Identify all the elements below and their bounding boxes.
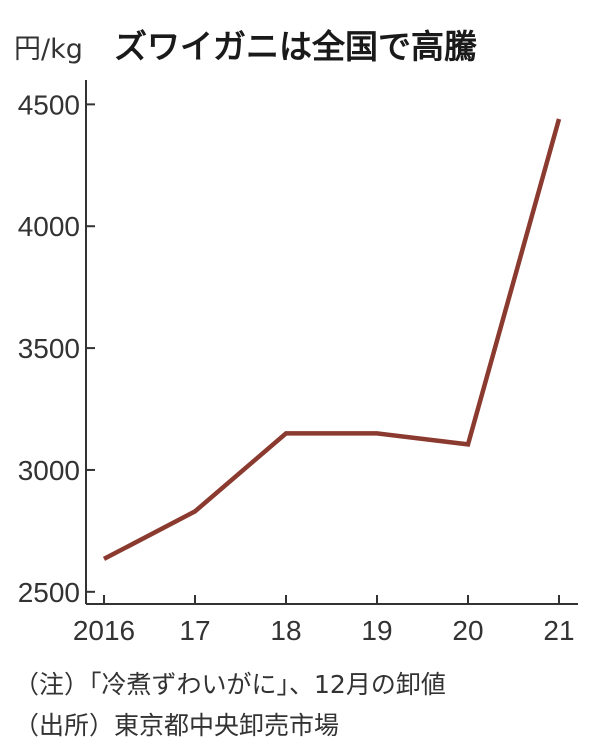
series-line [102,118,562,561]
chart-title: ズワイガニは全国で高騰 [114,27,477,66]
y-tick-label: 2500 [18,577,80,608]
note-line: （注）「冷煮ずわいがに」、12月の卸値 [14,670,446,699]
x-tick-label: 18 [270,615,301,646]
source-line: （出所）東京都中央卸売市場 [14,711,339,740]
x-tick-label: 2016 [73,615,135,646]
x-tick-label: 20 [452,615,483,646]
y-tick-label: 3500 [18,333,80,364]
y-ticks: 2500 3000 3500 4000 4500 [18,89,95,608]
x-tick-label: 21 [543,615,574,646]
x-ticks: 2016 17 18 19 20 21 [73,595,575,646]
y-axis-unit: 円/kg [14,34,83,65]
x-tick-label: 17 [179,615,210,646]
y-tick-label: 4500 [18,89,80,120]
y-tick-label: 3000 [18,455,80,486]
y-tick-label: 4000 [18,211,80,242]
x-tick-label: 19 [361,615,392,646]
